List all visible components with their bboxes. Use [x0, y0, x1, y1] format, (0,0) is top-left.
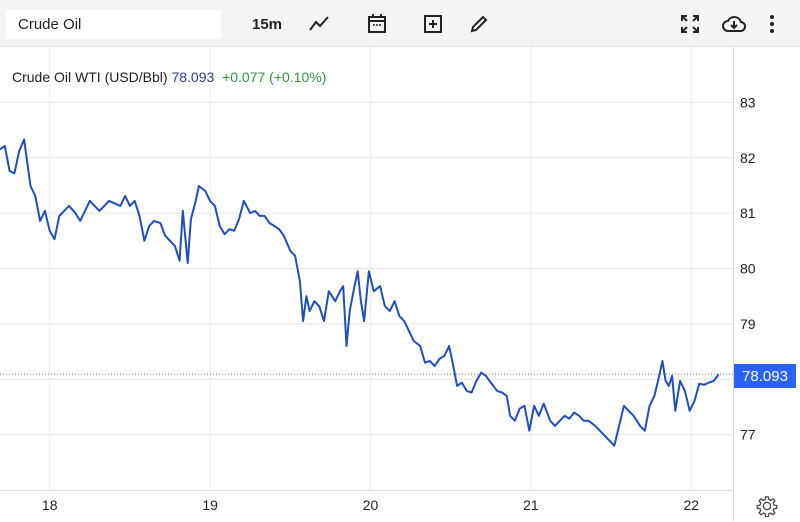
interval-button[interactable]: 15m [251, 15, 283, 33]
chart-type-line-icon[interactable] [306, 11, 332, 37]
x-tick-label: 19 [202, 497, 218, 513]
y-tick-label: 80 [740, 261, 756, 277]
x-tick-label: 18 [42, 497, 58, 513]
y-tick-label: 77 [740, 427, 756, 443]
legend-price: 78.093 [171, 69, 215, 85]
x-tick-label: 20 [363, 497, 379, 513]
y-tick-label: 83 [740, 94, 756, 110]
more-vertical-icon[interactable] [762, 11, 782, 37]
fullscreen-icon[interactable] [677, 11, 703, 37]
y-tick-label: 81 [740, 205, 756, 221]
toolbar: 15m [0, 0, 800, 47]
x-tick-label: 22 [684, 497, 700, 513]
last-price-badge: 78.093 [734, 364, 796, 388]
y-tick-label: 79 [740, 316, 756, 332]
symbol-search-input[interactable] [6, 10, 221, 39]
x-tick-label: 21 [523, 497, 539, 513]
legend-symbol-name: Crude Oil WTI (USD/Bbl) [12, 69, 168, 85]
calendar-icon[interactable] [364, 11, 390, 37]
draw-pencil-icon[interactable] [466, 11, 492, 37]
price-series-line [0, 138, 720, 447]
gear-icon[interactable] [756, 495, 778, 518]
chart-legend: Crude Oil WTI (USD/Bbl) 78.093 +0.077 (+… [12, 69, 326, 85]
cloud-download-icon[interactable] [720, 11, 748, 37]
add-indicator-icon[interactable] [420, 11, 446, 37]
legend-change: +0.077 (+0.10%) [222, 69, 327, 85]
price-chart[interactable]: 77 79 80 81 82 83 18 19 20 21 22 [0, 47, 800, 521]
y-tick-label: 82 [740, 150, 756, 166]
